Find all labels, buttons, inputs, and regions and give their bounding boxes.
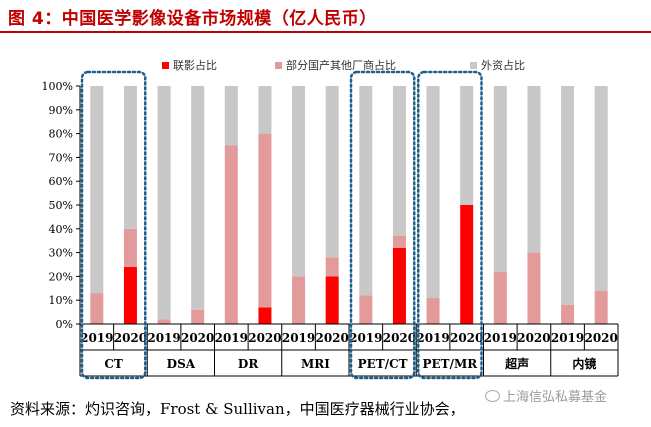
bar-segment xyxy=(157,319,171,324)
bar-segment xyxy=(292,276,306,324)
x-year-label: 2019 xyxy=(484,331,517,345)
x-year-label: 2020 xyxy=(517,331,550,345)
bar-segment xyxy=(325,86,339,258)
bar-segment xyxy=(392,247,406,324)
x-group-label: DSA xyxy=(167,357,196,371)
x-group-label: MRI xyxy=(301,357,330,371)
x-year-label: 2019 xyxy=(349,331,382,345)
bar-segment xyxy=(292,86,306,277)
bar-segment xyxy=(258,307,272,324)
bar-segment xyxy=(493,271,507,324)
x-year-label: 2019 xyxy=(80,331,113,345)
bar-segment xyxy=(123,266,137,324)
x-year-label: 2019 xyxy=(282,331,315,345)
bar-segment xyxy=(123,228,137,267)
legend-label: 部分国产其他厂商占比 xyxy=(286,58,396,72)
chart-title: 图 4：中国医学影像设备市场规模（亿人民币） xyxy=(8,9,377,29)
bar-segment xyxy=(224,145,238,324)
y-tick-label: 0% xyxy=(56,318,73,331)
bar-segment xyxy=(493,86,507,272)
bar-segment xyxy=(460,205,474,324)
x-year-label: 2020 xyxy=(315,331,348,345)
x-year-label: 2020 xyxy=(584,331,617,345)
bar-segment xyxy=(426,86,440,298)
watermark: 上海信弘私募基金 xyxy=(485,386,607,405)
wechat-icon xyxy=(485,390,500,402)
x-year-label: 2020 xyxy=(114,331,147,345)
bar-segment xyxy=(90,293,104,324)
bar-segment xyxy=(90,86,104,294)
x-year-label: 2020 xyxy=(383,331,416,345)
x-group-label: PET/MR xyxy=(423,357,479,371)
bar-segment xyxy=(325,276,339,324)
y-tick-label: 80% xyxy=(49,128,73,141)
x-group-label: DR xyxy=(238,357,259,371)
legend-swatch xyxy=(470,62,477,69)
bar-segment xyxy=(359,295,373,324)
bar-segment xyxy=(426,297,440,324)
bar-segment xyxy=(392,235,406,248)
y-tick-label: 40% xyxy=(49,223,73,236)
x-year-label: 2019 xyxy=(215,331,248,345)
bar-segment xyxy=(191,309,205,324)
bar-segment xyxy=(325,257,339,277)
stacked-bar-chart: 联影占比 部分国产其他厂商占比 外资占比 0% 10% 20% 30% 40% 50% 60% 70… xyxy=(42,58,619,380)
x-group-label: PET/CT xyxy=(358,357,408,371)
legend-swatch xyxy=(275,62,282,69)
legend-swatch xyxy=(162,62,169,69)
bar-segment xyxy=(392,86,406,236)
bar-segment xyxy=(123,86,137,229)
highlight-box xyxy=(417,70,483,380)
y-tick-label: 10% xyxy=(49,294,73,307)
y-tick-label: 90% xyxy=(49,104,73,117)
bar-segment xyxy=(359,86,373,296)
bar-segment xyxy=(561,304,575,324)
bar-segment xyxy=(157,86,171,320)
y-tick-label: 60% xyxy=(49,175,73,188)
y-tick-label: 70% xyxy=(49,151,73,164)
bar-segment xyxy=(258,133,272,308)
y-tick-label: 100% xyxy=(42,80,73,93)
x-year-label: 2020 xyxy=(181,331,214,345)
x-group-label: CT xyxy=(104,357,123,371)
bar-segment xyxy=(191,86,205,310)
legend-label: 外资占比 xyxy=(481,58,525,72)
x-year-label: 2020 xyxy=(248,331,281,345)
x-group-label: 内镜 xyxy=(572,356,596,371)
bar-segment xyxy=(594,86,608,291)
bar-segment xyxy=(527,252,541,324)
x-group-label: 超声 xyxy=(504,356,529,371)
highlight-box xyxy=(349,70,416,380)
highlight-box xyxy=(80,70,147,380)
bar-segment xyxy=(224,86,238,146)
bar-segment xyxy=(561,86,575,305)
title-divider xyxy=(0,31,651,33)
x-year-label: 2019 xyxy=(416,331,449,345)
bar-segment xyxy=(460,86,474,205)
bar-segment xyxy=(594,290,608,324)
bar-segment xyxy=(258,86,272,134)
watermark-text: 上海信弘私募基金 xyxy=(503,390,608,405)
legend-label: 联影占比 xyxy=(173,58,217,72)
y-tick-label: 50% xyxy=(49,199,73,212)
x-year-label: 2020 xyxy=(450,331,483,345)
y-tick-label: 20% xyxy=(49,270,73,283)
x-year-label: 2019 xyxy=(551,331,584,345)
y-tick-label: 30% xyxy=(49,247,73,260)
x-year-label: 2019 xyxy=(147,331,180,345)
source-note: 资料来源：灼识咨询，Frost & Sullivan，中国医疗器械行业协会， xyxy=(10,400,465,418)
bar-segment xyxy=(527,86,541,253)
